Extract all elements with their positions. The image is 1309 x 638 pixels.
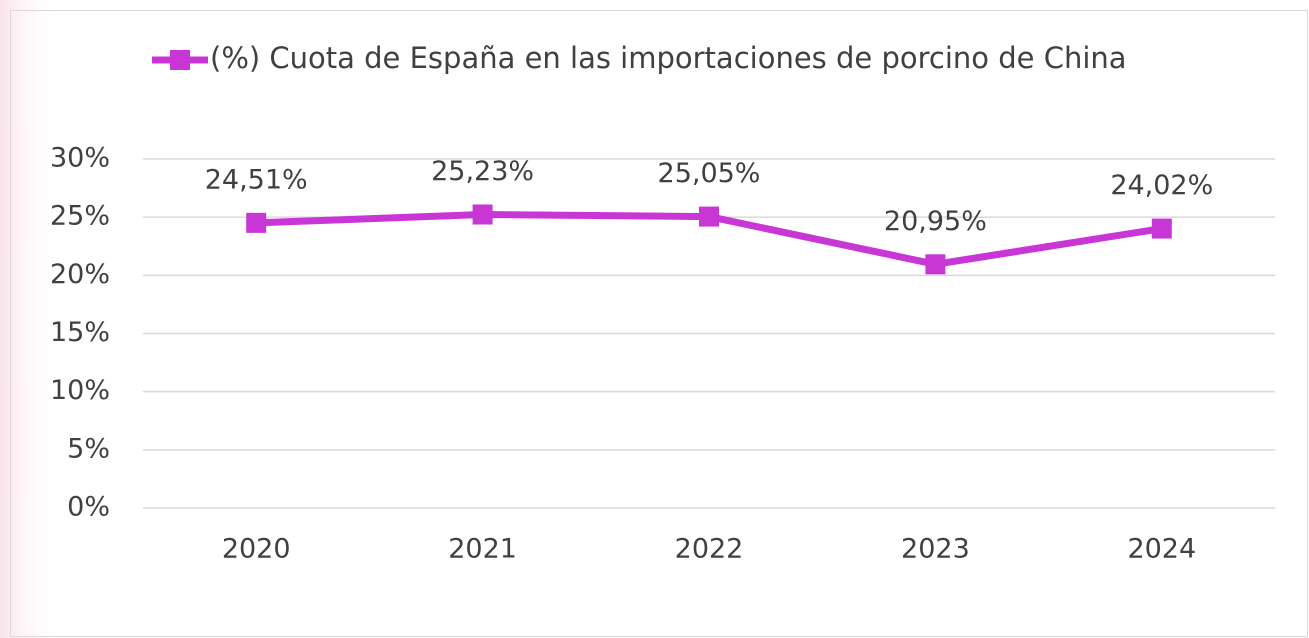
point-marker: [925, 254, 946, 275]
point-marker: [472, 204, 493, 225]
point-marker: [699, 206, 719, 227]
x-tick-label: 2024: [1127, 534, 1196, 565]
data-label: 25,05%: [658, 158, 761, 189]
y-tick-label: 25%: [50, 201, 110, 232]
y-tick-label: 0%: [67, 492, 110, 523]
x-tick-label: 2022: [675, 534, 744, 565]
legend-label: (%) Cuota de España en las importaciones…: [210, 41, 1127, 75]
legend-marker: [170, 50, 190, 70]
point-marker: [1151, 218, 1172, 239]
y-tick-label: 10%: [50, 375, 110, 406]
data-label: 24,02%: [1110, 170, 1213, 201]
y-tick-label: 30%: [50, 143, 110, 174]
data-label: 24,51%: [205, 164, 308, 195]
x-tick-label: 2021: [448, 534, 517, 565]
data-label: 25,23%: [431, 156, 534, 187]
point-marker: [246, 212, 267, 233]
chart-border: [10, 10, 1308, 637]
data-label: 20,95%: [884, 206, 987, 237]
x-tick-label: 2023: [901, 534, 970, 565]
x-tick-label: 2020: [222, 534, 291, 565]
y-tick-label: 20%: [50, 259, 110, 290]
y-tick-label: 15%: [50, 317, 110, 348]
y-tick-label: 5%: [67, 433, 110, 464]
